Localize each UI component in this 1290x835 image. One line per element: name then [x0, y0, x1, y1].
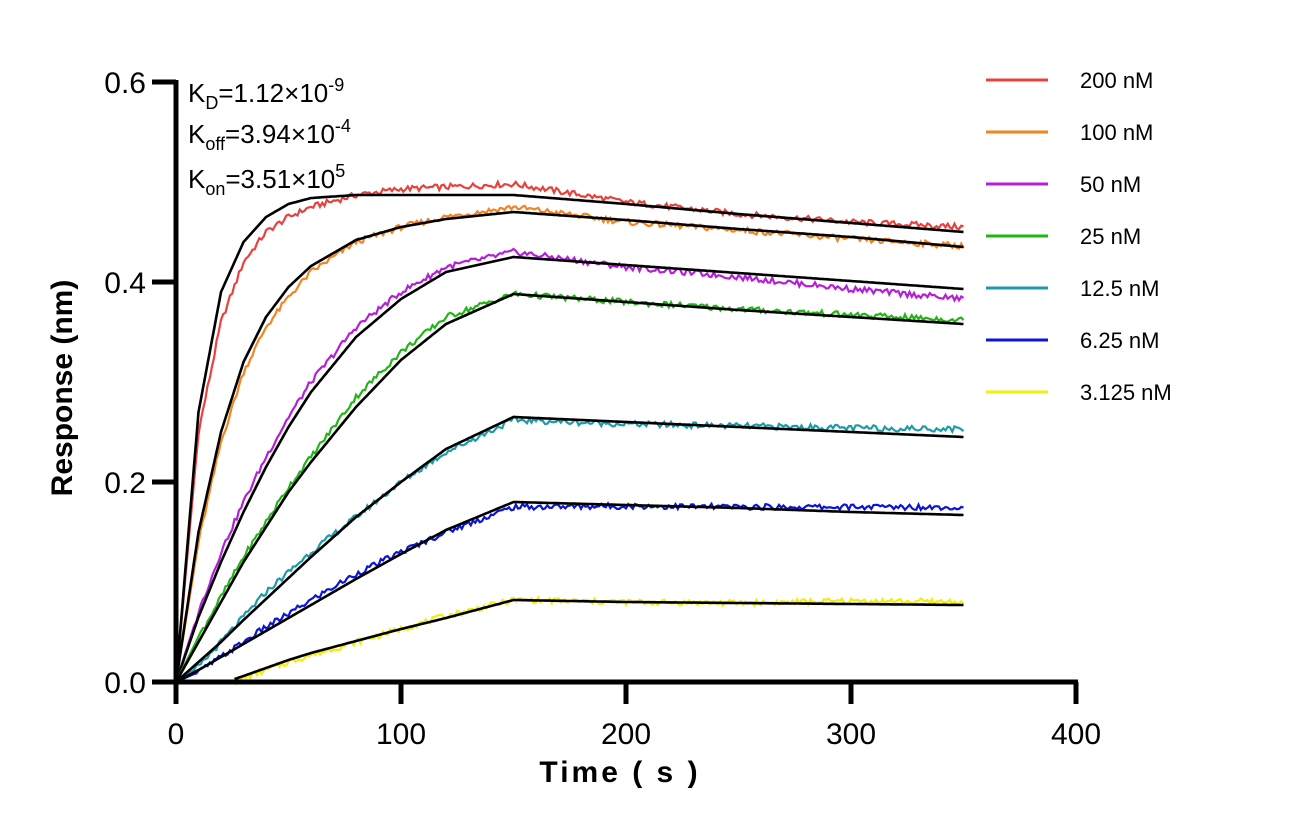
series-line-12_5-nm	[175, 415, 965, 683]
kon-value: =3.51×10	[225, 164, 335, 194]
kon-annotation: Kon=3.51×105	[188, 161, 345, 199]
legend-label: 12.5 nM	[1080, 276, 1160, 301]
y-tick-label: 0.6	[104, 67, 146, 100]
fit-line-12_5-nm	[175, 415, 964, 683]
x-tick-label: 200	[601, 718, 651, 751]
x-tick-label: 300	[826, 718, 876, 751]
y-tick-label: 0.2	[104, 467, 146, 500]
kd-annotation: KD=1.12×10-9	[188, 75, 344, 113]
x-tick-label: 0	[168, 718, 185, 751]
kon-exp: 5	[335, 161, 345, 181]
koff-base: K	[188, 119, 206, 149]
legend-label: 50 nM	[1080, 172, 1141, 197]
series-line-200-nm	[174, 179, 964, 683]
curves-layer	[174, 179, 965, 686]
koff-annotation: Koff=3.94×10-4	[188, 116, 351, 154]
koff-sub: off	[205, 134, 226, 154]
series-line-100-nm	[174, 204, 965, 683]
kinetics-annotation: KD=1.12×10-9 Koff=3.94×10-4 Kon=3.51×105	[188, 75, 351, 199]
legend-label: 100 nM	[1080, 120, 1153, 145]
koff-exp: -4	[335, 116, 351, 136]
legend-entry-6_25-nm: 6.25 nM	[986, 328, 1160, 353]
fit-line-100-nm	[174, 210, 964, 683]
ticks-layer: 0 100 200 300 400 0.0 0.2 0.4 0.6	[104, 67, 1101, 751]
legend-label: 25 nM	[1080, 224, 1141, 249]
x-tick-label: 100	[376, 718, 426, 751]
fit-line-3_125-nm	[234, 598, 964, 681]
kd-sub: D	[205, 93, 218, 113]
kd-base: K	[188, 78, 206, 108]
legend-entry-50-nm: 50 nM	[986, 172, 1141, 197]
y-tick-label: 0.0	[104, 667, 146, 700]
legend-entry-100-nm: 100 nM	[986, 120, 1153, 145]
series-line-6_25-nm	[175, 501, 964, 684]
kd-value: =1.12×10	[218, 78, 328, 108]
koff-value: =3.94×10	[225, 119, 335, 149]
x-tick-label: 400	[1051, 718, 1101, 751]
fit-line-200-nm	[174, 193, 964, 683]
y-tick-label: 0.4	[104, 267, 146, 300]
legend-entry-25-nm: 25 nM	[986, 224, 1141, 249]
legend-entry-200-nm: 200 nM	[986, 68, 1153, 93]
kon-sub: on	[205, 179, 225, 199]
y-axis-title: Response (nm)	[46, 280, 79, 497]
series-line-25-nm	[175, 290, 965, 683]
legend-label: 6.25 nM	[1080, 328, 1160, 353]
fit-line-6_25-nm	[175, 500, 964, 684]
kon-base: K	[188, 164, 206, 194]
legend: 200 nM 100 nM 50 nM 25 nM 12.5 nM 6.25 nM 3.12…	[986, 68, 1172, 405]
legend-label: 200 nM	[1080, 68, 1153, 93]
legend-label: 3.125 nM	[1080, 380, 1172, 405]
fit-line-50-nm	[174, 255, 964, 683]
legend-entry-3_125-nm: 3.125 nM	[986, 380, 1172, 405]
x-axis-title: Time ( s )	[539, 756, 700, 789]
series-line-3_125-nm	[234, 594, 965, 686]
fit-line-25-nm	[174, 292, 964, 683]
kd-exp: -9	[328, 75, 344, 95]
legend-entry-12_5-nm: 12.5 nM	[986, 276, 1160, 301]
